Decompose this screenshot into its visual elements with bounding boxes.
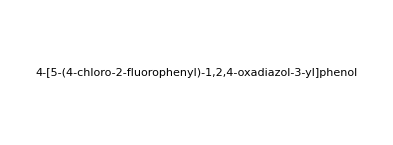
Text: 4-[5-(4-chloro-2-fluorophenyl)-1,2,4-oxadiazol-3-yl]phenol: 4-[5-(4-chloro-2-fluorophenyl)-1,2,4-oxa… <box>35 68 358 77</box>
